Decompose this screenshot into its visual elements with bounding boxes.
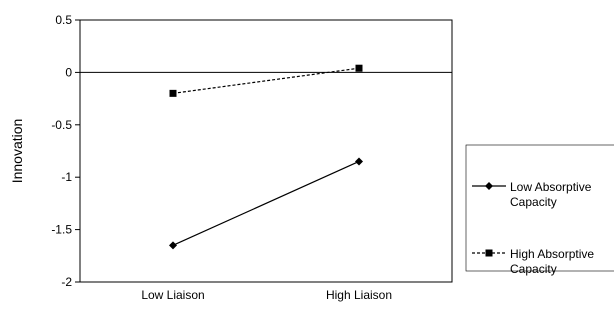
y-axis-label: Innovation — [9, 119, 25, 184]
series-2 — [169, 64, 363, 97]
series-line — [172, 160, 360, 246]
legend-marker — [485, 249, 493, 257]
series-layer — [169, 64, 363, 250]
data-point — [169, 89, 177, 97]
legend-label: Capacity — [510, 262, 557, 276]
x-tick-label: Low Liaison — [141, 288, 204, 302]
x-axis-ticks: Low Liaison High Liaison — [141, 288, 392, 302]
y-tick-label: 0 — [65, 65, 72, 79]
plot-frame — [79, 19, 453, 283]
y-tick-label: -1.5 — [51, 223, 72, 237]
data-point — [169, 241, 177, 250]
y-axis-ticks: 0.5 0 -0.5 -1 -1.5 -2 — [51, 13, 80, 289]
plot-area — [79, 19, 453, 283]
series-1 — [169, 157, 363, 250]
legend-label: Low Absorptive — [510, 180, 592, 194]
y-tick-label: 0.5 — [55, 13, 72, 27]
y-tick-label: -2 — [61, 275, 72, 289]
legend-marker — [485, 182, 493, 190]
legend-label: Capacity — [510, 195, 557, 209]
y-tick-label: -1 — [61, 170, 72, 184]
data-point — [355, 64, 363, 72]
y-tick-label: -0.5 — [51, 118, 72, 132]
series-line — [172, 67, 360, 94]
legend-label: High Absorptive — [510, 247, 594, 261]
data-point — [355, 157, 363, 166]
x-tick-label: High Liaison — [326, 288, 392, 302]
